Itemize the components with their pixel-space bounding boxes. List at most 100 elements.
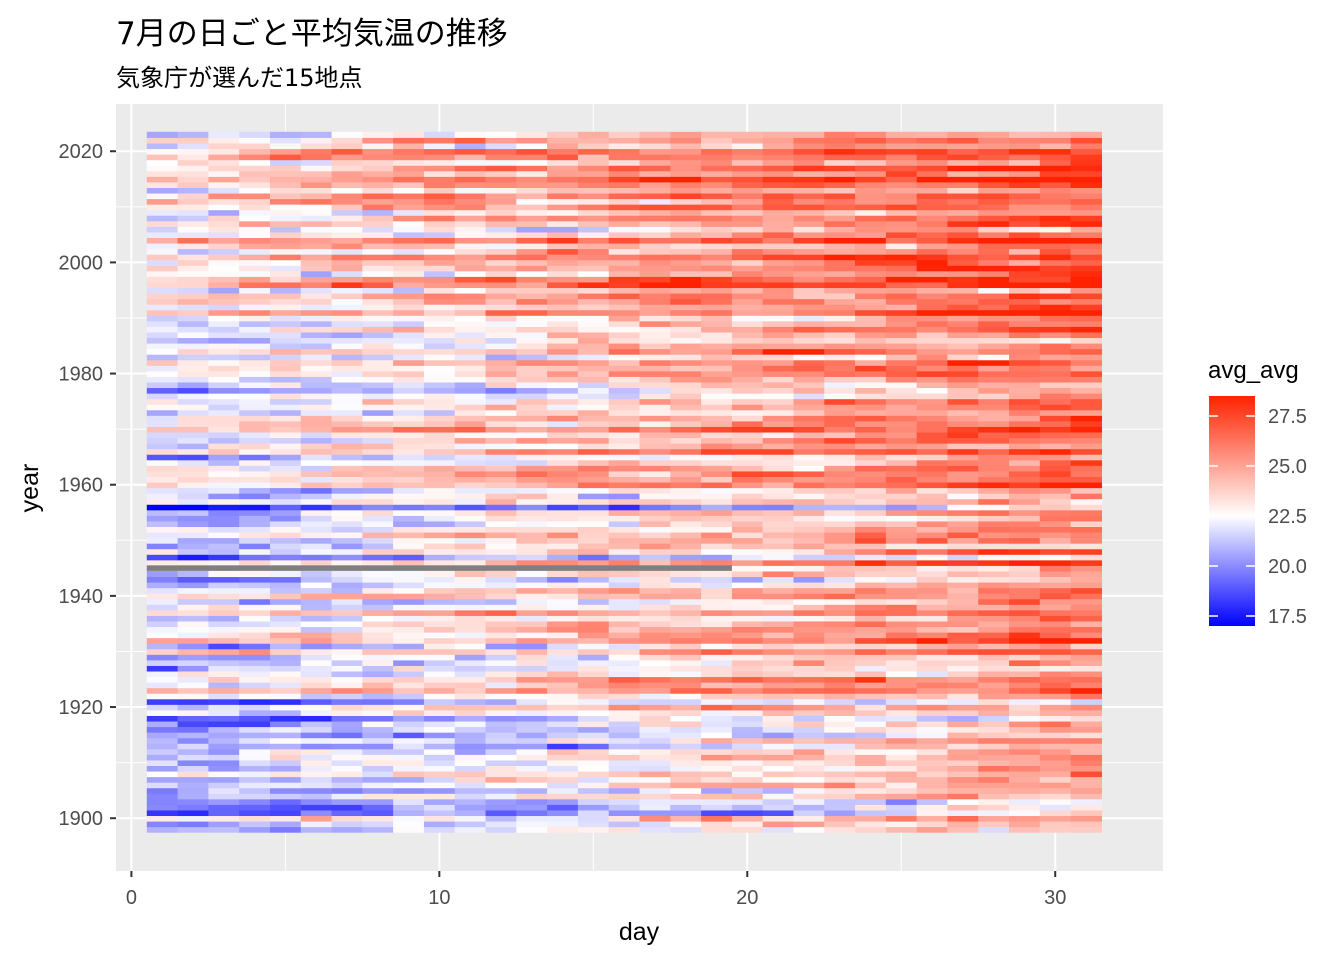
heatmap-tile	[639, 715, 671, 722]
heatmap-tile	[362, 220, 394, 227]
heatmap-tile	[1009, 476, 1041, 483]
heatmap-tile	[824, 131, 856, 138]
heatmap-tile	[670, 759, 702, 766]
heatmap-tile	[177, 559, 209, 566]
heatmap-tile	[1070, 181, 1103, 188]
heatmap-tile	[393, 276, 425, 283]
heatmap-tile	[731, 187, 764, 194]
heatmap-tile	[978, 587, 1010, 594]
heatmap-tile	[300, 409, 333, 416]
heatmap-tile	[331, 387, 363, 394]
heatmap-tile	[670, 770, 702, 778]
heatmap-tile	[208, 254, 240, 261]
heatmap-tile	[577, 142, 610, 150]
heatmap-tile	[146, 437, 179, 444]
heatmap-tile	[393, 215, 425, 222]
heatmap-tile	[423, 137, 456, 144]
heatmap-tile	[516, 342, 548, 350]
heatmap-tile	[393, 754, 425, 761]
heatmap-tile	[331, 370, 363, 377]
heatmap-tile	[978, 632, 1010, 639]
heatmap-tile	[670, 715, 702, 722]
heatmap-tile	[454, 242, 487, 250]
heatmap-tile	[454, 598, 487, 605]
heatmap-tile	[516, 404, 548, 411]
heatmap-tile	[1009, 826, 1041, 833]
heatmap-tile	[177, 509, 209, 516]
heatmap-tile	[454, 409, 487, 416]
heatmap-tile	[1039, 804, 1072, 811]
heatmap-tile	[824, 254, 856, 261]
heatmap-tile	[269, 437, 302, 444]
heatmap-tile	[177, 159, 209, 166]
heatmap-tile	[978, 504, 1010, 511]
heatmap-tile	[701, 498, 733, 505]
heatmap-tile	[331, 726, 363, 733]
heatmap-tile	[577, 820, 610, 828]
heatmap-tile	[639, 276, 671, 283]
heatmap-tile	[269, 415, 302, 422]
heatmap-tile	[639, 220, 671, 227]
heatmap-tile	[146, 415, 179, 422]
heatmap-tile	[300, 581, 333, 589]
heatmap-tile	[855, 798, 887, 805]
heatmap-tile	[577, 581, 610, 589]
heatmap-tile	[639, 643, 671, 650]
heatmap-tile	[916, 454, 949, 461]
heatmap-tile	[731, 315, 764, 322]
heatmap-tile	[454, 470, 487, 477]
heatmap-tile	[1039, 404, 1072, 411]
heatmap-tile	[1009, 215, 1041, 222]
heatmap-tile	[978, 682, 1010, 689]
heatmap-tile	[762, 215, 795, 222]
heatmap-tile	[485, 570, 517, 578]
heatmap-tile	[855, 748, 887, 755]
heatmap-tile	[978, 181, 1010, 188]
heatmap-tile	[1039, 581, 1072, 589]
heatmap-tile	[516, 431, 548, 439]
heatmap-tile	[362, 504, 394, 511]
heatmap-tile	[885, 659, 918, 666]
heatmap-tile	[331, 659, 363, 666]
heatmap-tile	[978, 431, 1010, 439]
heatmap-tile	[454, 181, 487, 188]
heatmap-tile	[855, 759, 887, 766]
heatmap-tile	[916, 231, 949, 238]
heatmap-tile	[269, 404, 302, 411]
heatmap-tile	[885, 665, 918, 672]
heatmap-tile	[269, 543, 302, 550]
heatmap-tile	[423, 342, 456, 350]
heatmap-tile	[793, 537, 825, 544]
heatmap-tile	[454, 770, 487, 778]
heatmap-tile	[731, 354, 764, 361]
heatmap-tile	[793, 687, 825, 694]
heatmap-tile	[762, 470, 795, 477]
heatmap-tile	[1039, 648, 1072, 655]
heatmap-tile	[146, 726, 179, 733]
heatmap-tile	[208, 548, 240, 555]
heatmap-tile	[701, 620, 733, 628]
heatmap-tile	[1070, 276, 1103, 283]
heatmap-tile	[577, 170, 610, 177]
heatmap-tile	[731, 476, 764, 483]
heatmap-tile	[177, 793, 209, 800]
heatmap-tile	[670, 287, 702, 294]
heatmap-tile	[793, 743, 825, 750]
heatmap-tile	[177, 782, 209, 789]
heatmap-tile	[793, 487, 825, 494]
heatmap-tile	[331, 331, 363, 339]
heatmap-tile	[331, 187, 363, 194]
heatmap-tile	[731, 215, 764, 222]
heatmap-tile	[670, 204, 702, 211]
heatmap-tile	[393, 281, 425, 289]
heatmap-tile	[978, 615, 1010, 622]
heatmap-tile	[762, 448, 795, 455]
heatmap-tile	[362, 337, 394, 344]
heatmap-tile	[146, 793, 179, 800]
heatmap-tile	[1039, 504, 1072, 511]
heatmap-tile	[824, 354, 856, 361]
heatmap-tile	[762, 393, 795, 400]
heatmap-tile	[269, 181, 302, 188]
heatmap-tile	[793, 459, 825, 466]
heatmap-tile	[916, 815, 949, 822]
